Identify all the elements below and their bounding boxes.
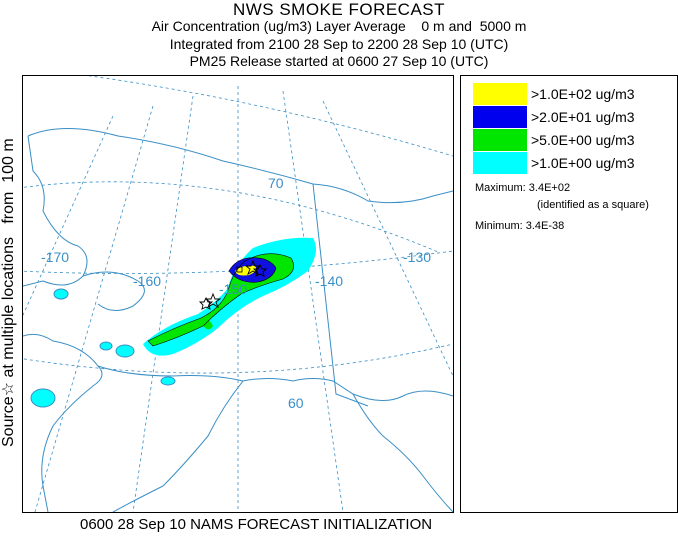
legend-label-level3: >2.0E+01 ug/m3 xyxy=(531,109,635,125)
legend-swatch-level2 xyxy=(473,129,527,151)
concentration-subtitle: Air Concentration (ug/m3) Layer Average … xyxy=(151,18,527,34)
legend-label-level1: >1.0E+00 ug/m3 xyxy=(531,155,635,171)
source-star-icon xyxy=(244,259,262,276)
longitude-line-130 xyxy=(322,100,453,377)
legend-swatch-level4 xyxy=(473,83,527,105)
source-star-icon xyxy=(198,296,214,310)
coastline xyxy=(23,128,453,512)
longitude-line-160 xyxy=(132,95,194,512)
forecast-title: NWS SMOKE FORECAST xyxy=(232,0,446,19)
legend-label-level2: >5.0E+00 ug/m3 xyxy=(531,132,635,148)
lon-label-140: -140 xyxy=(315,273,343,289)
legend-swatch-level3 xyxy=(473,106,527,128)
longitude-line-170 xyxy=(34,105,154,512)
lon-label-150: -150 xyxy=(219,281,247,297)
source-star-icon xyxy=(204,292,222,309)
latitude-line-70 xyxy=(23,181,439,253)
lon-label-130: -130 xyxy=(403,249,431,265)
minimum-value: Minimum: 3.4E-38 xyxy=(475,220,565,232)
source-markers xyxy=(198,259,268,310)
plume-level-2-blob xyxy=(201,320,213,330)
lon-label-170: -170 xyxy=(41,249,69,265)
lon-label-160: -160 xyxy=(133,273,161,289)
plume-outlines xyxy=(147,253,294,347)
latitude-line-60 xyxy=(23,343,453,374)
initialization-footer: 0600 28 Sep 10 NAMS FORECAST INITIALIZAT… xyxy=(80,516,433,533)
source-location-label: Source☆ at multiple locations from 100 m xyxy=(0,138,17,447)
islands xyxy=(30,288,176,408)
maximum-note: (identified as a square) xyxy=(537,199,649,211)
plume-level-4 xyxy=(235,265,257,276)
legend-panel: >1.0E+02 ug/m3 >2.0E+01 ug/m3 >5.0E+00 u… xyxy=(460,75,678,513)
integration-period: Integrated from 2100 28 Sep to 2200 28 S… xyxy=(169,36,509,52)
longitude-line-180 xyxy=(23,115,114,316)
legend-label-level4: >1.0E+02 ug/m3 xyxy=(531,86,635,102)
maximum-square-marker xyxy=(236,266,243,273)
legend-swatch-level1 xyxy=(473,152,527,174)
latitude-line-80 xyxy=(87,76,453,157)
lat-label-70: 70 xyxy=(268,175,284,191)
source-star-icon xyxy=(252,263,268,277)
release-start: PM25 Release started at 0600 27 Sep 10 (… xyxy=(189,53,489,69)
lat-label-60: 60 xyxy=(288,395,304,411)
smoke-map: -170 -160 -150 -140 -130 70 60 xyxy=(22,75,454,513)
alaska-canada-border xyxy=(312,183,369,407)
map-canvas: -170 -160 -150 -140 -130 70 60 xyxy=(23,76,453,512)
maximum-value: Maximum: 3.4E+02 xyxy=(475,182,571,194)
longitude-line-140 xyxy=(282,90,344,512)
